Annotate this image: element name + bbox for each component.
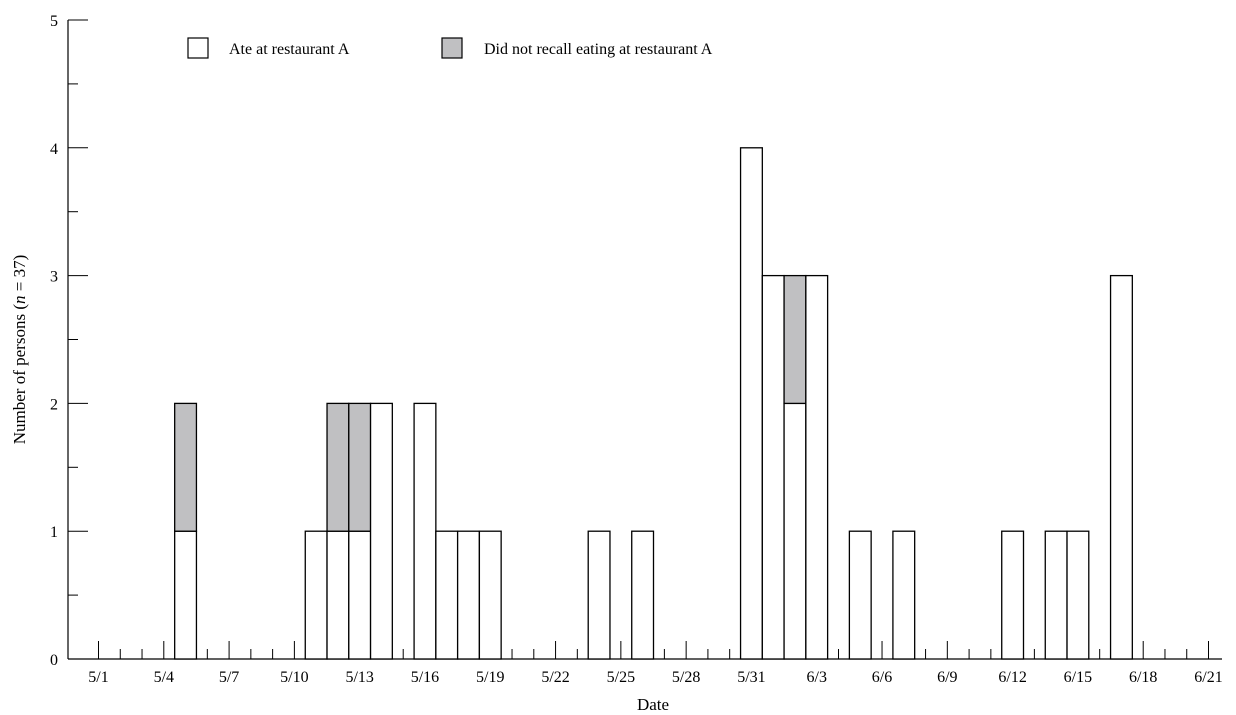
x-tick-label: 5/22 — [541, 669, 569, 686]
bar-segment-ate — [435, 530, 459, 660]
legend-swatch-did-not-recall — [441, 37, 463, 59]
legend-item-ate: Ate at restaurant A — [187, 37, 350, 59]
x-tick-label: 6/9 — [937, 669, 957, 686]
bar-segment-ate — [761, 274, 785, 660]
x-tick-label: 6/3 — [807, 669, 827, 686]
x-tick-label: 5/28 — [672, 669, 700, 686]
bar-segment-ate — [326, 530, 350, 660]
x-tick-label: 5/13 — [345, 669, 373, 686]
y-axis-title-part-1: Number of persons ( — [10, 304, 29, 445]
y-ticks: 0 1 2 3 4 5 — [50, 13, 88, 669]
legend-label-did-not-recall: Did not recall eating at restaurant A — [484, 41, 713, 58]
bar-segment-ate — [456, 530, 481, 660]
x-tick-label: 6/12 — [998, 669, 1026, 686]
bar-segment-ate — [892, 530, 916, 660]
x-tick-label: 5/25 — [607, 669, 635, 686]
y-tick-label: 0 — [50, 652, 58, 669]
x-tick-label: 5/10 — [280, 669, 308, 686]
x-tick-label: 6/6 — [872, 669, 892, 686]
bar-segment-ate — [783, 402, 807, 660]
legend-swatch-ate — [187, 37, 209, 59]
bar-segment-ate — [1109, 274, 1133, 660]
bar-segment-ate — [1044, 530, 1068, 660]
x-tick-label: 5/1 — [88, 669, 108, 686]
y-tick-label: 4 — [50, 141, 58, 158]
bars — [174, 147, 1133, 660]
bar-segment-ate — [587, 530, 611, 660]
bar-segment-ate — [739, 147, 763, 660]
bar-segment-ate — [348, 530, 372, 660]
bar-segment-did-not-recall — [174, 402, 198, 532]
legend-label-ate: Ate at restaurant A — [229, 41, 350, 58]
legend: Ate at restaurant A Did not recall eatin… — [187, 37, 713, 59]
y-axis-title-part-2: = 37) — [10, 255, 29, 296]
bar-segment-ate — [631, 530, 655, 660]
y-tick-label: 2 — [50, 396, 58, 413]
x-tick-label: 6/15 — [1064, 669, 1092, 686]
bar-segment-ate — [174, 530, 198, 660]
bar-segment-ate — [413, 402, 437, 660]
x-ticks: 5/1 5/4 5/7 5/10 5/13 5/16 5/19 5/22 5/25 5/28 5/3… — [88, 641, 1223, 686]
y-tick-label: 3 — [50, 269, 58, 286]
x-axis-title: Date — [637, 695, 669, 714]
x-tick-label: 5/7 — [219, 669, 239, 686]
x-tick-label: 6/21 — [1194, 669, 1222, 686]
bar-segment-ate — [848, 530, 872, 660]
bar-segment-ate — [1066, 530, 1090, 660]
y-axis-title-n: n — [10, 296, 29, 305]
y-axis-title: Number of persons (n = 37) — [10, 255, 29, 444]
bar-segment-ate — [304, 530, 328, 660]
x-tick-label: 5/4 — [154, 669, 174, 686]
x-tick-label: 5/19 — [476, 669, 504, 686]
x-tick-label: 5/16 — [411, 669, 439, 686]
x-tick-label: 5/31 — [737, 669, 765, 686]
bar-segment-ate — [1001, 530, 1025, 660]
x-tick-label: 6/18 — [1129, 669, 1157, 686]
y-tick-label: 5 — [50, 13, 58, 30]
bar-segment-did-not-recall — [326, 402, 350, 532]
bar-segment-did-not-recall — [783, 274, 807, 405]
bar-segment-ate — [369, 402, 393, 660]
legend-item-did-not-recall: Did not recall eating at restaurant A — [441, 37, 713, 59]
bar-segment-did-not-recall — [348, 402, 372, 532]
bar-segment-ate — [478, 530, 502, 660]
y-tick-label: 1 — [50, 524, 58, 541]
bar-segment-ate — [805, 274, 829, 660]
